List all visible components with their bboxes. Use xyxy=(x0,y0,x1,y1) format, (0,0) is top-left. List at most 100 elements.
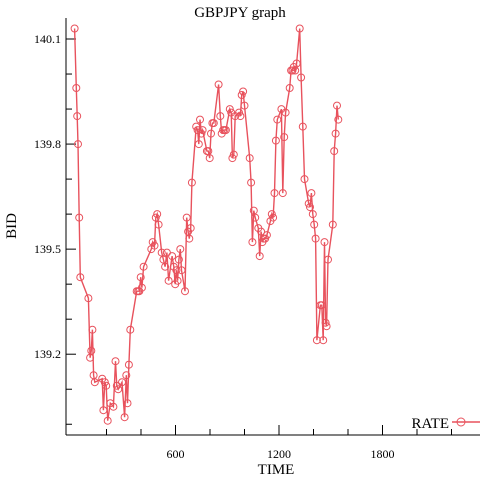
data-point xyxy=(103,416,112,425)
data-point xyxy=(194,140,203,149)
data-point xyxy=(229,150,238,159)
data-point xyxy=(164,276,173,285)
data-point xyxy=(248,238,257,247)
data-point xyxy=(319,336,328,345)
legend-label-rate: RATE xyxy=(412,416,450,432)
data-point xyxy=(88,325,97,334)
data-point xyxy=(150,241,159,250)
data-point xyxy=(297,73,306,82)
data-point xyxy=(269,213,278,222)
data-point xyxy=(320,238,329,247)
data-point xyxy=(111,357,120,366)
legend: RATE xyxy=(412,416,480,432)
data-point xyxy=(99,406,108,415)
data-point xyxy=(310,220,319,229)
data-point xyxy=(137,283,146,292)
data-point xyxy=(262,231,271,240)
data-point xyxy=(154,220,163,229)
x-ticks: 600 1200 1800 xyxy=(106,425,452,461)
data-point xyxy=(270,189,279,198)
data-point xyxy=(285,84,294,92)
data-point xyxy=(328,220,337,229)
data-point xyxy=(198,126,207,135)
series-line-rate xyxy=(73,28,339,421)
data-point xyxy=(90,378,99,387)
data-point xyxy=(197,129,206,138)
data-point xyxy=(205,154,214,163)
data-point xyxy=(317,301,326,310)
data-point xyxy=(87,346,96,355)
data-point xyxy=(228,154,237,163)
data-point xyxy=(300,175,309,184)
data-point xyxy=(177,266,186,275)
data-point xyxy=(173,276,182,285)
data-point xyxy=(136,273,145,282)
data-point xyxy=(273,115,282,124)
y-tick-label: 139.8 xyxy=(34,137,61,151)
data-point xyxy=(240,101,249,110)
data-point xyxy=(186,224,195,233)
data-point xyxy=(251,213,260,222)
data-point xyxy=(209,119,218,128)
data-point xyxy=(72,84,81,92)
data-point xyxy=(100,378,109,387)
data-point xyxy=(267,210,276,219)
data-point xyxy=(75,213,84,222)
x-tick-label: 600 xyxy=(167,447,185,461)
data-point xyxy=(168,252,177,261)
plot-area xyxy=(70,24,343,425)
data-point xyxy=(331,129,340,138)
data-point xyxy=(187,178,196,187)
data-point xyxy=(102,381,111,390)
data-point xyxy=(185,234,194,243)
data-point xyxy=(172,266,181,275)
data-point xyxy=(176,245,185,254)
data-point xyxy=(139,262,148,271)
y-ticks: 139.2 139.5 139.8 140.1 xyxy=(34,32,76,425)
data-point xyxy=(174,255,183,264)
data-point xyxy=(123,399,132,408)
chart-title: GBPJPY graph xyxy=(194,5,286,21)
series-points xyxy=(70,24,343,425)
y-axis-label: BID xyxy=(4,213,20,239)
data-point xyxy=(321,318,330,327)
data-point xyxy=(214,80,223,89)
y-tick-label: 139.5 xyxy=(34,242,61,256)
legend-marker-rate xyxy=(456,417,466,427)
data-point xyxy=(207,129,215,138)
data-point xyxy=(280,133,289,142)
data-point xyxy=(181,287,189,296)
data-point xyxy=(308,210,317,219)
data-point xyxy=(237,91,246,99)
data-point xyxy=(255,252,264,261)
data-point xyxy=(239,87,248,96)
data-point xyxy=(271,136,280,145)
data-point xyxy=(221,126,230,135)
data-point xyxy=(312,336,321,345)
data-point xyxy=(322,322,331,331)
data-point xyxy=(70,24,79,33)
data-point xyxy=(306,203,314,212)
data-point xyxy=(153,210,162,219)
data-point xyxy=(196,115,204,124)
data-point xyxy=(161,262,170,271)
data-point xyxy=(236,112,245,121)
data-point xyxy=(278,189,287,198)
data-point xyxy=(333,101,341,110)
y-tick-label: 139.2 xyxy=(34,347,61,361)
data-point xyxy=(122,371,131,380)
data-point xyxy=(247,178,256,187)
data-point xyxy=(257,227,266,236)
data-point xyxy=(120,413,129,422)
data-point xyxy=(126,325,135,334)
data-point xyxy=(192,122,201,131)
data-point xyxy=(295,24,304,33)
data-point xyxy=(182,213,191,222)
x-tick-label: 1800 xyxy=(371,447,395,461)
data-point xyxy=(288,66,297,75)
data-point xyxy=(304,199,313,208)
data-point xyxy=(109,402,118,411)
data-point xyxy=(324,255,332,264)
data-point xyxy=(114,385,123,394)
